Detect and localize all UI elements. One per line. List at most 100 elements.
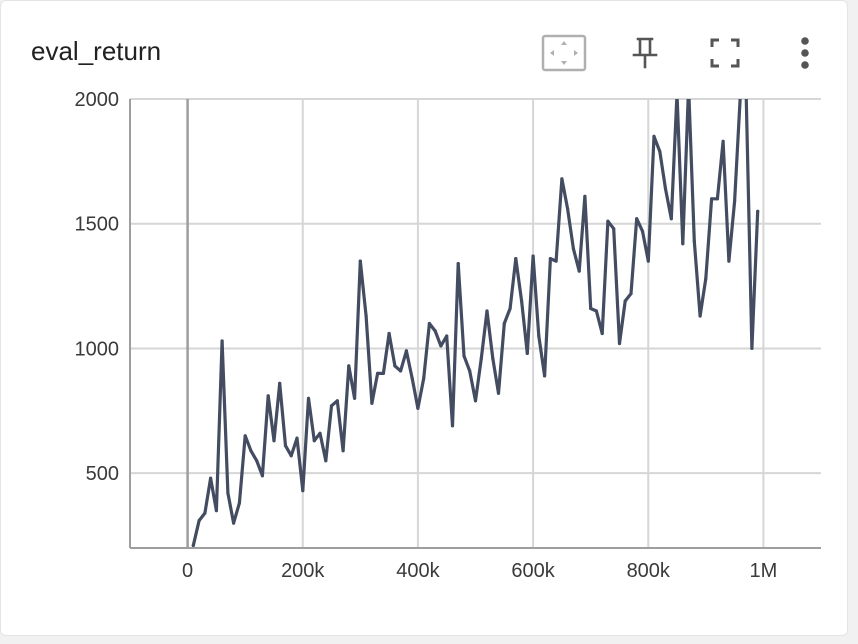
- data-point: [473, 399, 478, 403]
- fit-to-data-icon: [541, 34, 587, 72]
- data-point: [301, 489, 305, 493]
- x-tick-label-2: 400k: [396, 560, 440, 582]
- data-point: [191, 543, 195, 548]
- more-options-button[interactable]: [791, 34, 819, 72]
- data-point: [226, 491, 230, 495]
- data-point: [531, 254, 535, 258]
- data-point: [739, 92, 742, 95]
- pin-button[interactable]: [629, 35, 661, 71]
- data-point: [571, 247, 576, 251]
- data-point: [663, 187, 668, 191]
- data-point: [681, 242, 685, 246]
- data-point: [756, 209, 760, 213]
- data-point: [692, 239, 696, 243]
- y-tick-label-2: 1500: [75, 214, 120, 236]
- data-point: [387, 331, 391, 336]
- data-point: [652, 134, 656, 138]
- data-point: [364, 314, 368, 318]
- fit-domain-button[interactable]: [541, 34, 587, 72]
- data-point: [502, 321, 506, 326]
- data-point: [295, 436, 299, 440]
- data-point: [496, 391, 501, 395]
- data-point: [260, 474, 264, 478]
- data-point: [623, 299, 627, 303]
- data-point: [283, 444, 288, 448]
- data-point: [243, 434, 247, 438]
- data-point: [410, 376, 414, 380]
- data-point: [353, 396, 357, 400]
- data-point: [514, 257, 518, 261]
- data-point: [376, 371, 380, 375]
- data-point: [462, 354, 466, 358]
- series-line: [191, 99, 760, 548]
- data-point: [560, 177, 564, 181]
- data-point: [485, 309, 489, 313]
- data-point: [577, 269, 581, 273]
- data-point: [220, 339, 224, 343]
- data-point: [491, 356, 495, 360]
- more-vert-icon: [801, 37, 809, 69]
- x-tick-label-0: 0: [182, 560, 193, 582]
- data-point: [658, 149, 662, 153]
- data-point: [508, 306, 512, 311]
- data-point: [266, 394, 270, 398]
- x-tick-label-4: 800k: [627, 560, 671, 582]
- data-point: [416, 406, 420, 410]
- data-point: [617, 341, 622, 346]
- data-point: [255, 459, 259, 463]
- data-point: [445, 334, 449, 338]
- data-point: [715, 197, 720, 201]
- data-point: [427, 321, 431, 326]
- data-point: [750, 346, 754, 350]
- data-point: [404, 349, 408, 353]
- data-point: [548, 257, 553, 261]
- data-point: [606, 219, 610, 223]
- data-point: [554, 259, 558, 263]
- series-points: [191, 85, 760, 548]
- tick-labels: 0 200k 400k 600k 800k 1M 500 1000 1500 2000: [75, 89, 778, 582]
- data-point: [675, 92, 678, 95]
- x-tick-label-1: 200k: [281, 560, 325, 582]
- y-tick-label-0: 500: [86, 463, 119, 485]
- data-point: [612, 227, 616, 231]
- data-point: [237, 501, 241, 505]
- data-point: [589, 306, 593, 311]
- data-point: [635, 217, 639, 221]
- data-point: [393, 364, 397, 368]
- data-point: [318, 431, 322, 435]
- data-point: [370, 401, 374, 405]
- data-point: [629, 292, 633, 296]
- data-point: [278, 381, 282, 385]
- data-point: [197, 519, 201, 523]
- data-point: [450, 424, 455, 428]
- grid-layer: [130, 98, 821, 548]
- data-point: [439, 344, 443, 348]
- fullscreen-button[interactable]: [707, 35, 743, 71]
- data-point: [329, 404, 334, 408]
- data-point: [721, 139, 725, 143]
- data-point: [566, 207, 570, 211]
- data-point: [525, 351, 529, 355]
- data-point: [358, 259, 362, 263]
- data-point: [312, 439, 316, 443]
- data-point: [745, 90, 748, 93]
- x-tick-label-3: 600k: [511, 560, 555, 582]
- data-point: [479, 356, 483, 360]
- card-title: eval_return: [31, 36, 162, 66]
- y-tick-label-3: 2000: [75, 89, 120, 111]
- data-point: [468, 369, 472, 373]
- data-point: [433, 329, 437, 333]
- axis-lines: [129, 99, 821, 549]
- data-point: [583, 194, 587, 198]
- data-point: [687, 85, 690, 88]
- data-point: [594, 309, 599, 313]
- data-point: [669, 217, 673, 221]
- line-chart: 0 200k 400k 600k 800k 1M 500 1000 1500 2000: [75, 85, 821, 582]
- data-point: [733, 199, 737, 203]
- data-point: [272, 439, 276, 443]
- fullscreen-icon: [710, 38, 740, 68]
- data-point: [306, 396, 311, 400]
- data-point: [727, 259, 731, 263]
- data-point: [543, 374, 547, 378]
- data-point: [203, 511, 207, 515]
